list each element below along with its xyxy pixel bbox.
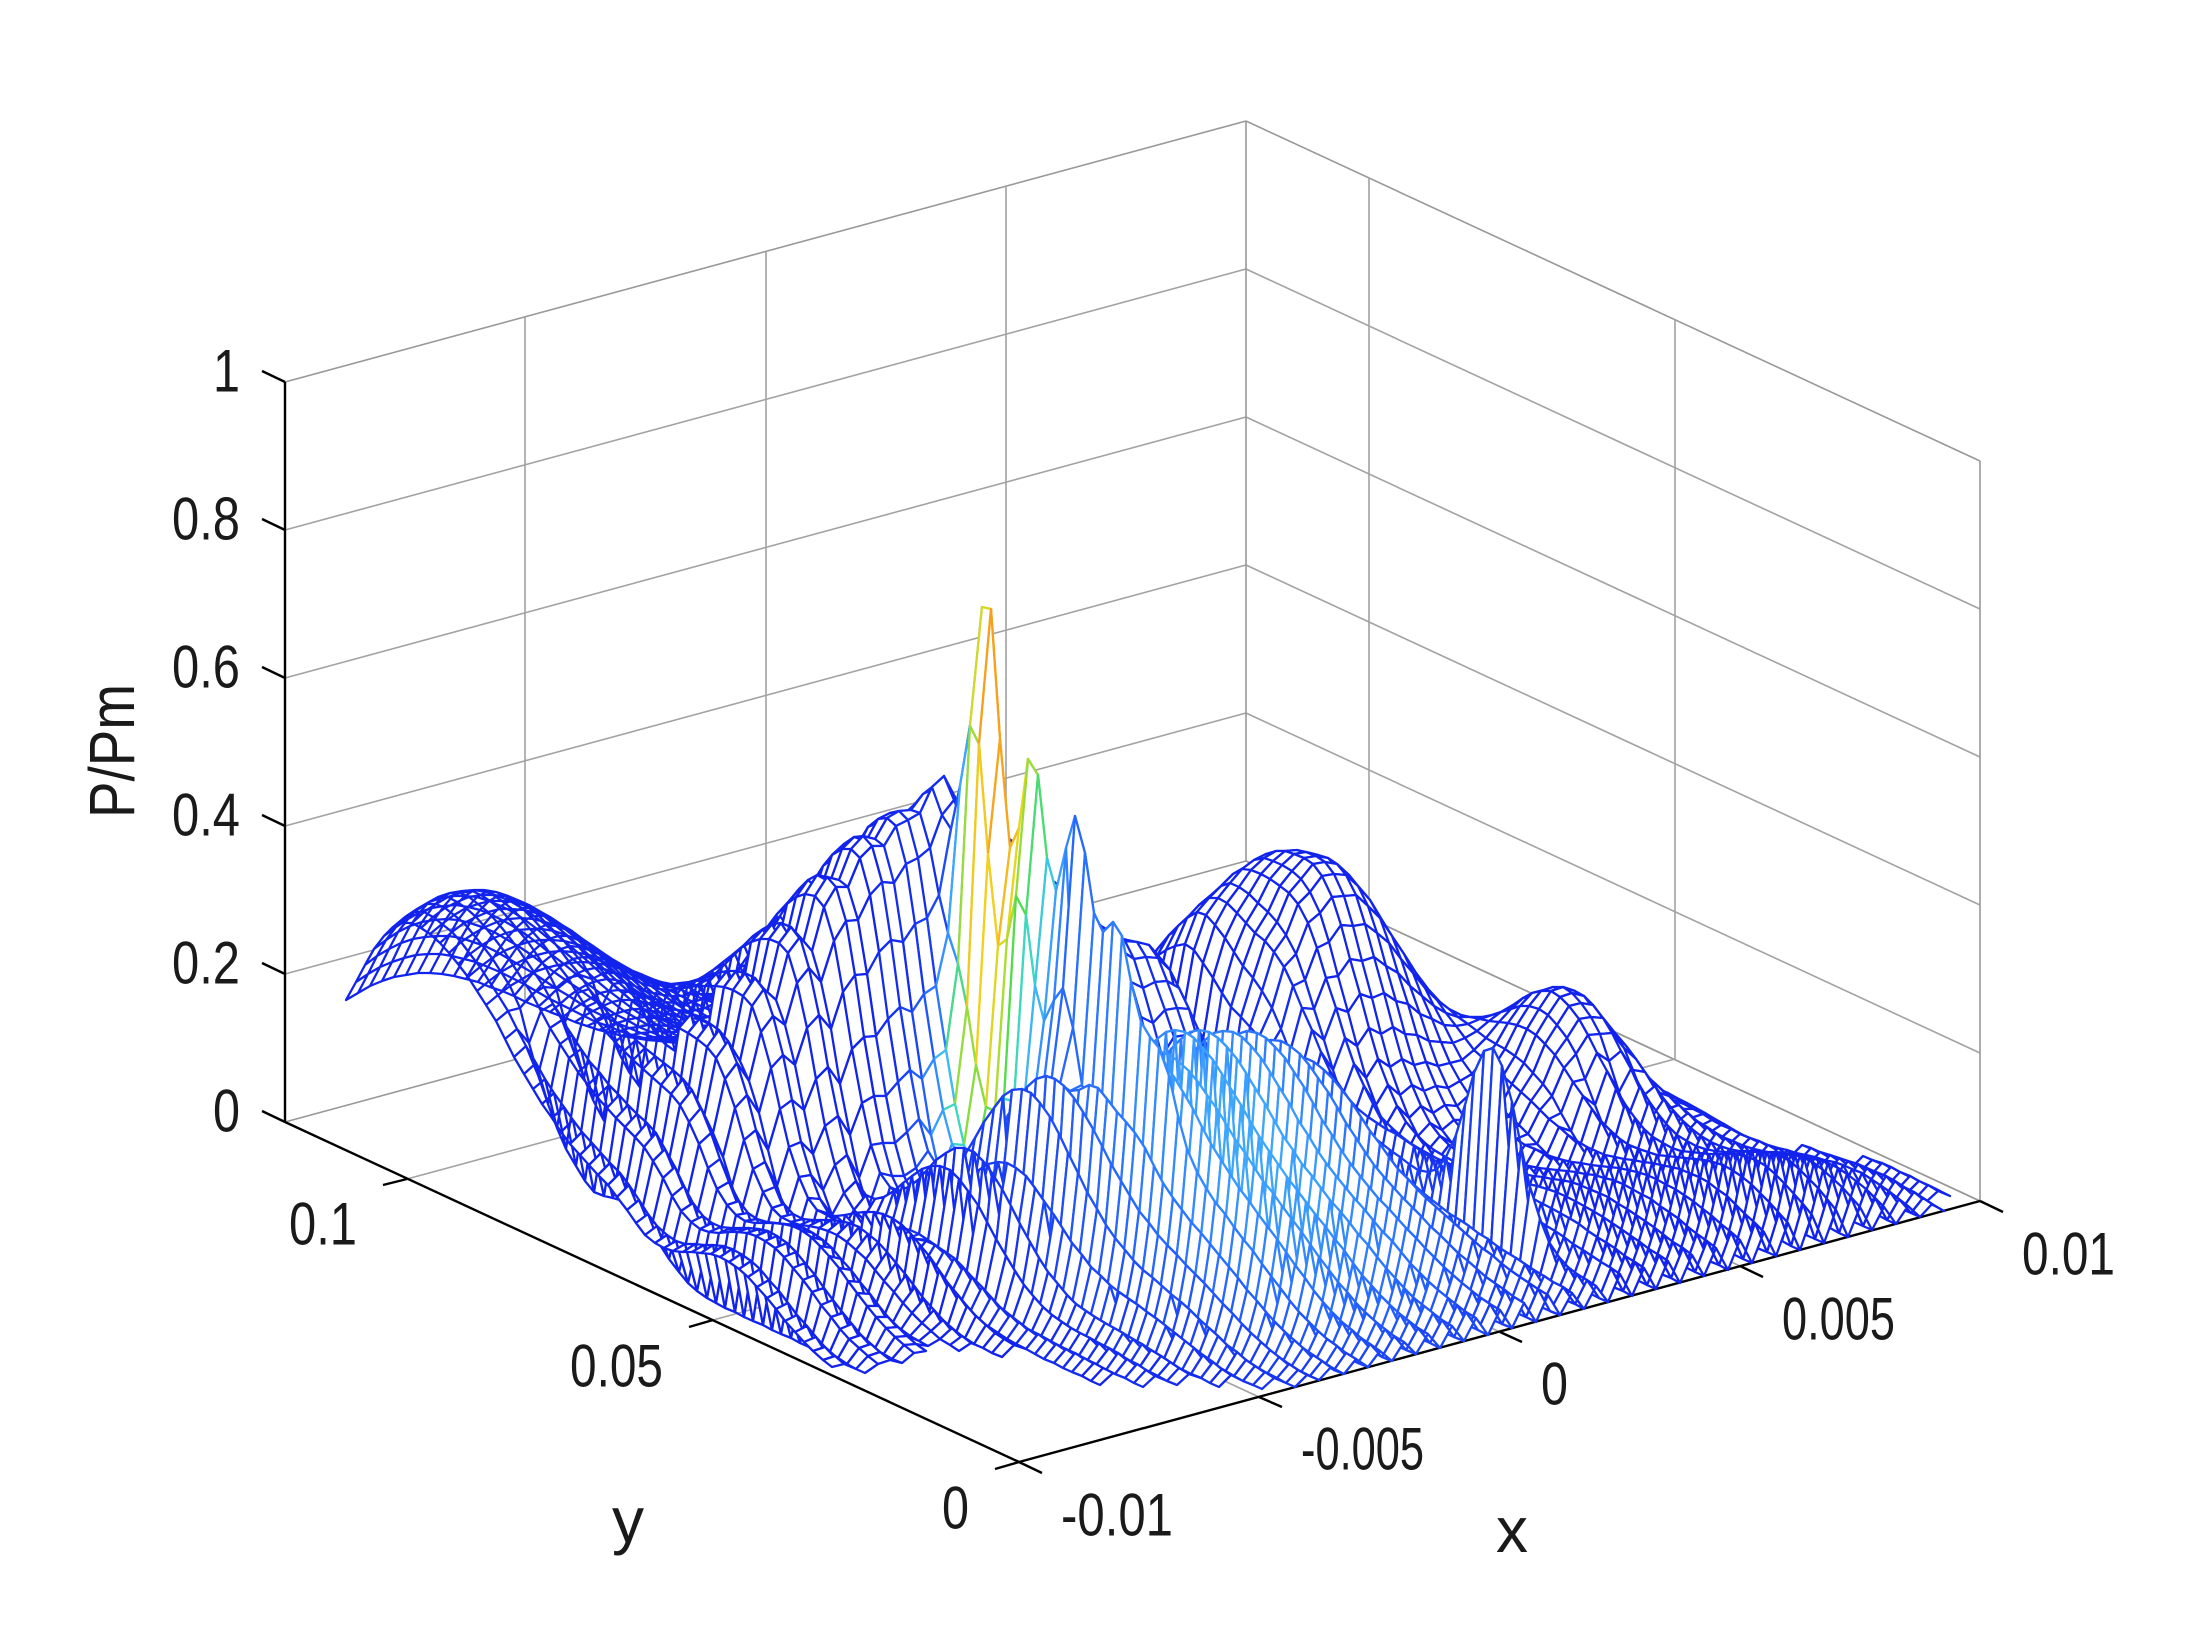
svg-text:y: y [612,1484,644,1556]
svg-text:0.6: 0.6 [172,634,240,701]
svg-text:1: 1 [213,338,240,405]
svg-text:P/Pm: P/Pm [76,684,148,818]
svg-text:0.05: 0.05 [570,1333,663,1400]
svg-text:0.005: 0.005 [1782,1286,1895,1353]
svg-text:0.2: 0.2 [172,930,240,997]
svg-text:0: 0 [213,1078,240,1145]
svg-text:0.8: 0.8 [172,486,240,553]
svg-text:-0.01: -0.01 [1061,1482,1173,1549]
svg-text:0.1: 0.1 [289,1191,357,1258]
svg-text:-0.005: -0.005 [1301,1416,1424,1483]
svg-text:0.4: 0.4 [172,782,240,849]
svg-text:0: 0 [942,1475,969,1542]
svg-text:0.01: 0.01 [2022,1221,2115,1288]
svg-text:0: 0 [1541,1351,1568,1418]
svg-text:x: x [1496,1494,1528,1566]
